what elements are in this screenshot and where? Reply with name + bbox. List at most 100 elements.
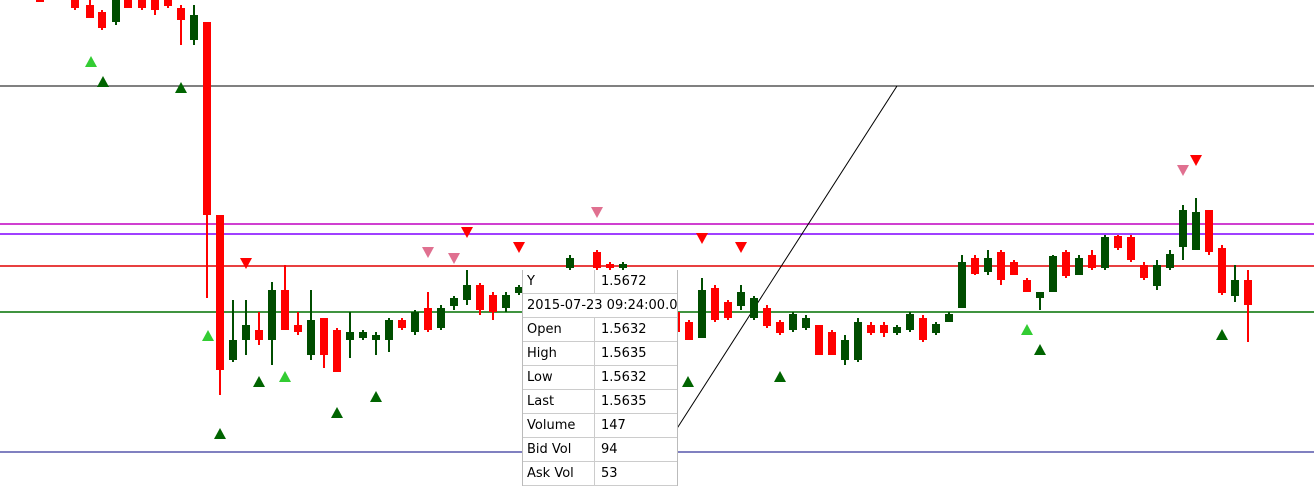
candle-body bbox=[307, 320, 315, 355]
tooltip-row: Bid Vol 94 bbox=[523, 438, 677, 462]
candle-body bbox=[945, 314, 953, 322]
candle-body bbox=[112, 0, 120, 22]
candle-body bbox=[294, 325, 302, 332]
tooltip-row: High 1.5635 bbox=[523, 342, 677, 366]
candle-body bbox=[1036, 292, 1044, 298]
candle-body bbox=[216, 215, 224, 370]
signal-marker bbox=[331, 407, 343, 418]
signal-marker bbox=[1190, 155, 1202, 166]
candle-body bbox=[789, 314, 797, 330]
tooltip-timestamp: 2015-07-23 09:24:00.0 bbox=[527, 298, 677, 313]
signal-marker bbox=[85, 56, 97, 67]
candle-body bbox=[619, 264, 627, 268]
candle-body bbox=[724, 302, 732, 318]
signal-marker bbox=[279, 371, 291, 382]
candle-body bbox=[138, 0, 146, 8]
candle-body bbox=[971, 258, 979, 274]
candle-body bbox=[71, 0, 79, 8]
candle-body bbox=[515, 287, 523, 293]
candle-body bbox=[398, 320, 406, 328]
candle-body bbox=[763, 308, 771, 326]
tooltip-label: Ask Vol bbox=[523, 462, 595, 485]
candle-body bbox=[867, 325, 875, 333]
candle-body bbox=[711, 288, 719, 320]
candle-body bbox=[1062, 252, 1070, 276]
candle-body bbox=[958, 262, 966, 308]
signal-marker bbox=[1034, 344, 1046, 355]
tooltip-value: 1.5672 bbox=[601, 274, 647, 289]
signal-marker bbox=[202, 330, 214, 341]
tooltip-label: Volume bbox=[523, 414, 595, 437]
candle-body bbox=[685, 322, 693, 340]
candle-body bbox=[124, 0, 132, 8]
candle-body bbox=[411, 312, 419, 332]
candle-body bbox=[151, 0, 159, 10]
tooltip-row: Y 1.5672 bbox=[523, 270, 677, 294]
candle-body bbox=[919, 318, 927, 340]
candle-body bbox=[1140, 265, 1148, 278]
candle-body bbox=[1166, 254, 1174, 268]
candle-body bbox=[489, 295, 497, 312]
candle-body bbox=[86, 5, 94, 18]
candle-body bbox=[1023, 280, 1031, 292]
signal-marker bbox=[214, 428, 226, 439]
tooltip-row: Open 1.5632 bbox=[523, 318, 677, 342]
candle-body bbox=[737, 292, 745, 306]
tooltip-row: Ask Vol 53 bbox=[523, 462, 677, 486]
tooltip-value: 1.5635 bbox=[601, 394, 647, 409]
candle-body bbox=[750, 298, 758, 318]
candle-body bbox=[1088, 255, 1096, 268]
signal-marker bbox=[774, 371, 786, 382]
candle-body bbox=[1179, 210, 1187, 247]
candle-body bbox=[372, 335, 380, 340]
signal-marker bbox=[240, 258, 252, 269]
signal-marker bbox=[175, 82, 187, 93]
tooltip-row: Last 1.5635 bbox=[523, 390, 677, 414]
tooltip-row: Low 1.5632 bbox=[523, 366, 677, 390]
candle-body bbox=[1114, 236, 1122, 248]
signal-marker bbox=[370, 391, 382, 402]
tooltip-label: Y bbox=[523, 270, 595, 293]
candle-body bbox=[997, 252, 1005, 280]
tooltip-label: Open bbox=[523, 318, 595, 341]
tooltip-value: 1.5632 bbox=[601, 322, 647, 337]
candle-body bbox=[1075, 258, 1083, 275]
candle-body bbox=[1218, 248, 1226, 293]
signal-marker bbox=[1021, 324, 1033, 335]
candle-body bbox=[229, 340, 237, 360]
candle-body bbox=[1010, 262, 1018, 275]
candle-body bbox=[1049, 256, 1057, 292]
candle-body bbox=[815, 325, 823, 355]
candle-body bbox=[424, 308, 432, 330]
trend-line bbox=[675, 85, 898, 431]
candle-body bbox=[1101, 237, 1109, 268]
candle-body bbox=[385, 320, 393, 340]
candle-body bbox=[320, 318, 328, 355]
candle-body bbox=[593, 252, 601, 268]
candle-body bbox=[36, 0, 44, 2]
candle-body bbox=[463, 285, 471, 300]
signal-marker bbox=[97, 76, 109, 87]
candle-body bbox=[242, 325, 250, 340]
candle-body bbox=[802, 318, 810, 328]
candle-body bbox=[98, 12, 106, 28]
signal-marker bbox=[735, 242, 747, 253]
tooltip-label: Bid Vol bbox=[523, 438, 595, 461]
candle-body bbox=[346, 332, 354, 340]
candle-body bbox=[164, 0, 172, 6]
candle-body bbox=[190, 15, 198, 40]
candle-body bbox=[502, 295, 510, 308]
signal-marker bbox=[591, 207, 603, 218]
candle-body bbox=[698, 290, 706, 338]
candle-body bbox=[566, 258, 574, 268]
candle-body bbox=[177, 8, 185, 20]
candle-body bbox=[1153, 265, 1161, 286]
candle-body bbox=[281, 290, 289, 330]
candle-body bbox=[359, 332, 367, 338]
tooltip-value: 53 bbox=[601, 466, 618, 481]
tooltip-row: 2015-07-23 09:24:00.0 bbox=[523, 294, 677, 318]
candle-body bbox=[932, 324, 940, 333]
candle-body bbox=[450, 298, 458, 306]
